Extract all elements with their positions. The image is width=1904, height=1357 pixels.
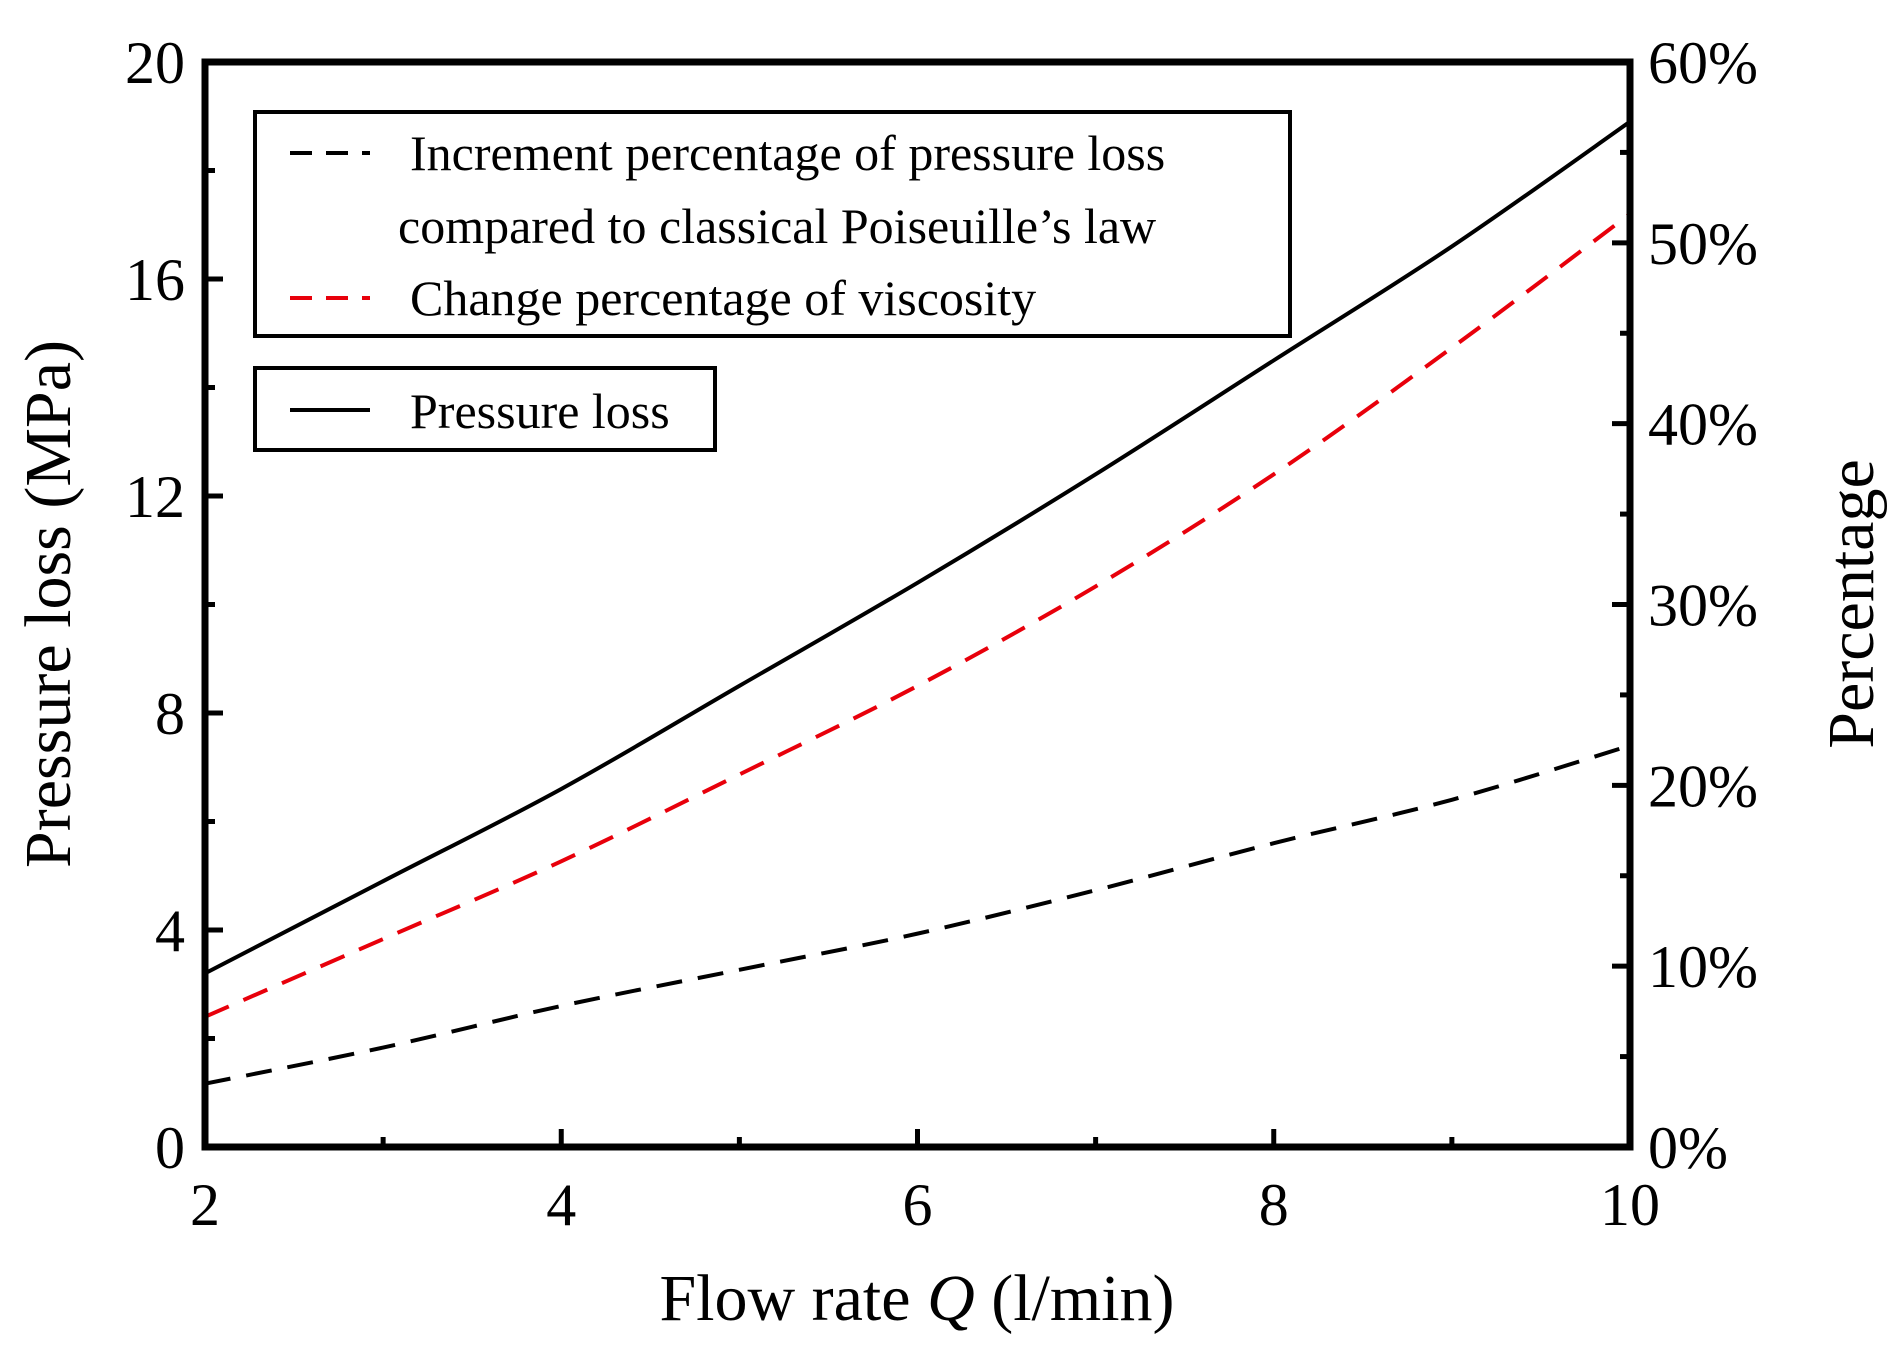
legend-percentages: Increment percentage of pressure loss co… xyxy=(253,110,1292,338)
y2-tick-label: 20% xyxy=(1648,753,1758,819)
series-layer xyxy=(204,120,1632,1086)
x-axis-title: Flow rate Q (l/min) xyxy=(659,1262,1174,1335)
series-line-change-percentage-of-viscosity xyxy=(204,212,1632,1019)
legend-label-pressure-loss: Pressure loss xyxy=(410,383,670,439)
y-tick-label: 0 xyxy=(155,1115,185,1181)
x-tick-label: 2 xyxy=(190,1172,220,1238)
y-tick-label: 12 xyxy=(125,464,185,530)
y2-tick-label: 0% xyxy=(1648,1115,1728,1181)
legend-label-viscosity: Change percentage of viscosity xyxy=(410,270,1036,326)
y2-tick-label: 50% xyxy=(1648,211,1758,277)
y-tick-label: 8 xyxy=(155,681,185,747)
legend-label-increment-line2: compared to classical Poiseuille’s law xyxy=(398,198,1156,254)
series-line-pressure-loss xyxy=(204,120,1632,976)
y2-axis-title: Percentage xyxy=(1815,459,1888,749)
tick-labels-layer: 2 4 6 8 10 0 4 8 12 16 20 0% 10% 20% 30% 40% 50% 60% xyxy=(125,30,1758,1238)
legend-label-increment-line1: Increment percentage of pressure loss xyxy=(410,125,1165,181)
x-tick-label: 6 xyxy=(903,1172,933,1238)
x-tick-label: 8 xyxy=(1259,1172,1289,1238)
x-tick-label: 10 xyxy=(1600,1172,1660,1238)
y2-tick-label: 40% xyxy=(1648,392,1758,458)
y2-tick-label: 30% xyxy=(1648,573,1758,639)
x-tick-label: 4 xyxy=(546,1172,576,1238)
series-line-increment-percentage-of-pressure-loss-co xyxy=(204,743,1631,1086)
y2-tick-label: 10% xyxy=(1648,934,1758,1000)
plot-frame xyxy=(201,58,1634,1151)
y-tick-label: 20 xyxy=(125,30,185,96)
y-tick-label: 4 xyxy=(155,898,185,964)
y-axis-title: Pressure loss (MPa) xyxy=(12,340,85,868)
legend-pressure: Pressure loss xyxy=(253,366,717,452)
legend-percentages-box xyxy=(253,110,1292,338)
y-tick-label: 16 xyxy=(125,247,185,313)
y2-tick-label: 60% xyxy=(1648,30,1758,96)
